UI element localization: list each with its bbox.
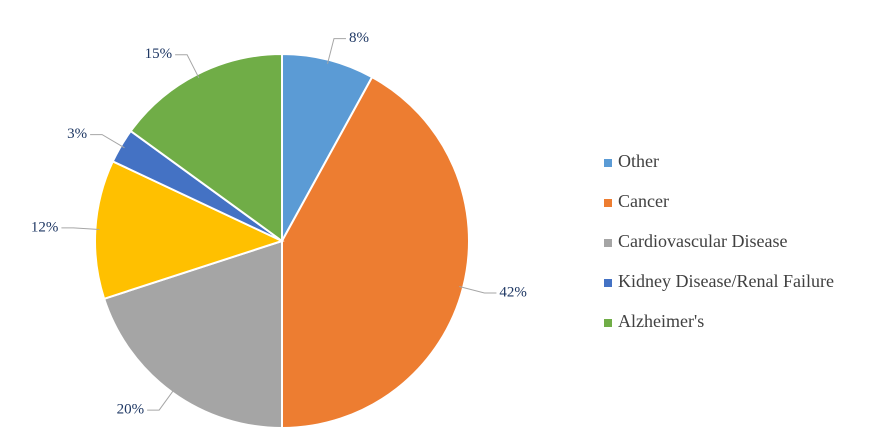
leader-line bbox=[459, 286, 497, 294]
legend-label: Cancer bbox=[618, 191, 669, 211]
legend-swatch bbox=[604, 279, 612, 287]
data-label: 20% bbox=[117, 402, 145, 418]
data-label: 15% bbox=[145, 46, 173, 62]
data-label: 8% bbox=[349, 30, 369, 46]
legend-swatch bbox=[604, 239, 612, 247]
data-label: 3% bbox=[67, 126, 87, 142]
leader-line bbox=[147, 388, 175, 411]
legend-label: Alzheimer's bbox=[618, 311, 704, 331]
legend-swatch bbox=[604, 159, 612, 167]
data-label: 12% bbox=[31, 219, 59, 235]
leader-line bbox=[90, 134, 125, 149]
leader-line bbox=[327, 38, 346, 64]
data-label: 42% bbox=[499, 284, 526, 300]
legend-label: Cardiovascular Disease bbox=[618, 231, 787, 251]
leader-line bbox=[175, 54, 200, 79]
legend-swatch bbox=[604, 319, 612, 327]
legend-label: Other bbox=[618, 151, 659, 171]
legend-label: Kidney Disease/Renal Failure bbox=[618, 271, 834, 291]
legend-swatch bbox=[604, 199, 612, 207]
leader-line bbox=[61, 227, 100, 231]
